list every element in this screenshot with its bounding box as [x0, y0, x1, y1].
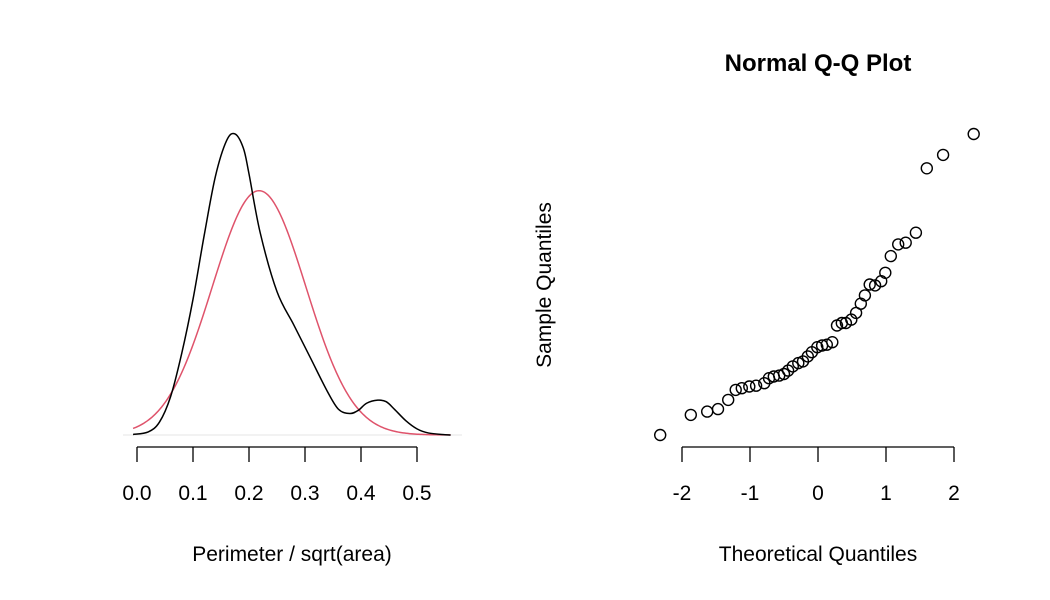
- qq-point: [967, 127, 980, 141]
- qq-plot: Normal Q-Q Plot -2 -1 0 1 2 Theoretical Quan…: [533, 50, 980, 566]
- kernel-density-curve: [132, 132, 451, 436]
- normal-fit-curve: [132, 189, 451, 436]
- qq-point: [909, 226, 923, 239]
- qq-point: [858, 289, 872, 302]
- density-x-tick-label: 0.2: [234, 482, 263, 505]
- qq-x-tick-label: -2: [673, 482, 692, 505]
- qq-point: [826, 336, 839, 349]
- qq-point: [892, 238, 905, 251]
- qq-points: [654, 127, 980, 442]
- qq-x-tick-label: 2: [948, 482, 960, 505]
- qq-y-axis-label: Sample Quantiles: [533, 202, 556, 368]
- qq-x-tick-label: 1: [880, 482, 892, 505]
- density-x-axis: 0.0 0.1 0.2 0.3 0.4 0.5: [122, 446, 432, 505]
- qq-point: [749, 379, 763, 392]
- qq-point: [729, 383, 742, 397]
- qq-x-tick-label: -1: [741, 482, 760, 505]
- qq-point: [722, 393, 735, 407]
- qq-x-tick-label: 0: [812, 482, 824, 505]
- density-x-tick-label: 0.1: [178, 482, 207, 505]
- qq-point: [868, 279, 882, 292]
- qq-point: [701, 405, 714, 418]
- qq-x-axis-label: Theoretical Quantiles: [719, 543, 917, 566]
- qq-point: [711, 402, 725, 416]
- qq-plot-title: Normal Q-Q Plot: [725, 50, 912, 77]
- qq-point: [820, 338, 833, 351]
- qq-point: [920, 162, 933, 175]
- density-x-tick-label: 0.3: [290, 482, 319, 505]
- qq-x-axis: -2 -1 0 1 2: [673, 446, 960, 505]
- density-x-axis-label: Perimeter / sqrt(area): [192, 543, 392, 566]
- density-x-tick-label: 0.4: [346, 482, 376, 505]
- qq-point: [684, 408, 697, 422]
- qq-point: [863, 278, 876, 291]
- qq-point: [777, 367, 791, 381]
- qq-point: [735, 382, 748, 395]
- qq-point: [936, 148, 950, 162]
- qq-point: [801, 350, 814, 363]
- qq-point: [743, 380, 756, 393]
- density-x-tick-label: 0.5: [402, 482, 431, 505]
- qq-point: [879, 266, 892, 279]
- qq-point: [654, 428, 667, 442]
- qq-point: [884, 249, 897, 263]
- density-plot: 0.0 0.1 0.2 0.3 0.4 0.5 Perimeter / sqrt(area…: [122, 132, 462, 566]
- density-x-tick-label: 0.0: [122, 482, 151, 505]
- qq-point: [899, 236, 912, 249]
